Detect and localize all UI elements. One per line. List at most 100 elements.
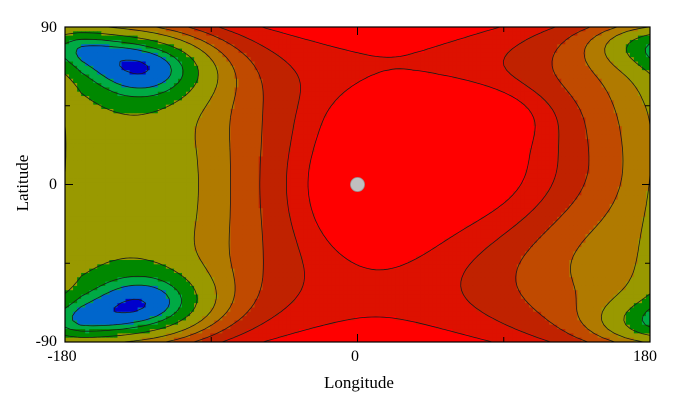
contour-cell: [371, 100, 377, 106]
contour-cell: [440, 87, 445, 93]
contour-cell: [290, 57, 296, 63]
contour-cell: [254, 147, 260, 153]
contour-cell: [367, 160, 373, 166]
contour-cell: [496, 156, 502, 162]
contour-cell: [125, 57, 131, 63]
contour-cell: [101, 139, 106, 145]
contour-cell: [383, 35, 389, 41]
contour-cell: [460, 87, 466, 93]
contour-cell: [315, 31, 320, 37]
contour-cell: [315, 173, 320, 179]
contour-cell: [407, 169, 413, 175]
contour-cell: [569, 100, 574, 106]
contour-cell: [609, 48, 615, 54]
contour-cell: [533, 108, 538, 114]
contour-cell: [101, 35, 106, 41]
contour-cell: [399, 108, 405, 114]
contour-cell: [448, 117, 453, 123]
contour-cell: [589, 61, 595, 67]
contour-cell: [169, 70, 175, 76]
contour-cell: [262, 121, 268, 127]
contour-cell: [323, 134, 328, 140]
contour-cell: [202, 165, 207, 170]
contour-cell: [153, 165, 159, 170]
contour-cell: [428, 113, 433, 119]
contour-cell: [363, 104, 369, 110]
contour-cell: [367, 169, 373, 175]
contour-cell: [351, 44, 357, 50]
contour-cell: [299, 139, 304, 145]
contour-cell: [411, 39, 417, 45]
contour-cell: [387, 57, 393, 63]
contour-cell: [149, 117, 155, 123]
contour-cell: [214, 104, 219, 110]
contour-cell: [89, 52, 94, 58]
contour-cell: [569, 121, 574, 127]
contour-cell: [428, 57, 433, 63]
contour-cell: [448, 147, 453, 153]
contour-cell: [254, 126, 260, 132]
contour-cell: [331, 74, 336, 80]
contour-cell: [476, 152, 482, 158]
contour-cell: [500, 83, 506, 89]
contour-cell: [508, 169, 514, 175]
contour-cell: [533, 152, 538, 158]
contour-cell: [411, 169, 417, 175]
contour-cell: [234, 108, 240, 114]
contour-cell: [198, 57, 203, 63]
contour-cell: [85, 130, 90, 136]
contour-cell: [508, 152, 514, 158]
contour-cell: [194, 83, 199, 89]
contour-cell: [258, 139, 264, 145]
contour-cell: [440, 44, 445, 50]
contour-cell: [331, 121, 336, 127]
contour-cell: [206, 96, 211, 101]
contour-cell: [173, 35, 179, 41]
contour-cell: [609, 65, 615, 71]
contour-cell: [549, 48, 554, 54]
contour-cell: [73, 108, 78, 114]
contour-cell: [452, 48, 457, 54]
contour-cell: [625, 91, 631, 97]
contour-cell: [444, 39, 449, 45]
contour-cell: [242, 65, 248, 71]
contour-cell: [537, 39, 542, 45]
contour-cell: [234, 65, 240, 71]
contour-cell: [210, 61, 215, 67]
contour-cell: [528, 104, 534, 110]
contour-cell: [299, 134, 304, 140]
contour-cell: [133, 113, 139, 119]
contour-cell: [472, 130, 478, 136]
contour-cell: [613, 52, 619, 58]
contour-cell: [609, 169, 615, 175]
contour-cell: [149, 27, 155, 32]
contour-cell: [222, 156, 227, 162]
contour-cell: [452, 121, 457, 127]
contour-cell: [266, 134, 272, 140]
contour-cell: [480, 96, 486, 101]
contour-cell: [367, 57, 373, 63]
contour-cell: [125, 61, 131, 67]
contour-cell: [456, 57, 461, 63]
contour-cell: [395, 39, 401, 45]
contour-cell: [315, 117, 320, 123]
contour-cell: [109, 165, 115, 170]
contour-cell: [169, 121, 175, 127]
contour-cell: [186, 65, 191, 71]
contour-cell: [141, 152, 147, 158]
contour-cell: [375, 87, 381, 93]
contour-cell: [141, 39, 147, 45]
contour-cell: [161, 121, 167, 127]
contour-cell: [214, 52, 219, 58]
contour-cell: [157, 117, 163, 123]
contour-cell: [77, 147, 82, 153]
contour-cell: [331, 87, 336, 93]
contour-cell: [444, 61, 449, 67]
contour-cell: [141, 74, 147, 80]
contour-cell: [460, 130, 466, 136]
contour-cell: [218, 44, 223, 50]
contour-cell: [339, 52, 344, 58]
contour-cell: [226, 27, 232, 32]
contour-cell: [436, 65, 441, 71]
contour-cell: [549, 52, 554, 58]
